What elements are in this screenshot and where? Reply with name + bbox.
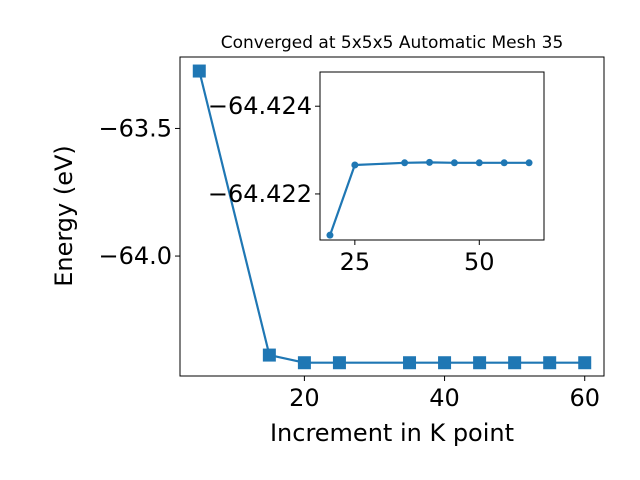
chart-title: Converged at 5x5x5 Automatic Mesh 35 [221,33,564,53]
main-y-tick-label: −64.0 [98,242,172,270]
inset-series-line [328,161,530,236]
y-axis-label: Energy (eV) [50,145,78,287]
inset-x-tick-label: 50 [464,248,495,276]
main-y-tick-label: −63.5 [98,114,172,142]
main-series [192,64,592,370]
inset-data-point [450,159,458,167]
inset-data-point [426,158,434,166]
x-axis-label: Increment in K point [270,419,514,447]
inset-background [320,72,544,240]
main-data-point [578,356,592,370]
main-data-point [438,356,452,370]
main-data-point [297,356,311,370]
inset-y-tick-label: −64.422 [208,180,312,208]
main-x-tick-label: 60 [569,384,600,412]
main-axis-ticks: 20 40 60 −63.5 −64.0 [98,114,600,412]
main-data-point [192,64,206,78]
main-data-point [403,356,417,370]
main-data-point [262,348,276,362]
inset-data-point [326,231,334,239]
main-x-tick-label: 20 [289,384,320,412]
main-data-point [508,356,522,370]
main-series-line [198,70,585,364]
main-plot-frame [179,56,605,377]
main-data-point [332,356,346,370]
inset-data-point [475,159,483,167]
main-plot-area: 20 40 60 −63.5 −64.0 [98,56,605,412]
inset-axis-ticks: 25 50 −64.424 −64.422 [208,92,495,276]
inset-y-tick-label: −64.424 [208,92,312,120]
inset-plot-area: 25 50 −64.424 −64.422 [208,71,545,276]
inset-data-point [351,161,359,169]
main-data-point [543,356,557,370]
inset-series [326,158,533,239]
main-data-point [473,356,487,370]
inset-x-tick-label: 25 [340,248,371,276]
inset-plot-frame [319,71,545,241]
inset-data-point [401,159,409,167]
inset-data-point [525,159,533,167]
inset-data-point [500,159,508,167]
main-x-tick-label: 40 [429,384,460,412]
